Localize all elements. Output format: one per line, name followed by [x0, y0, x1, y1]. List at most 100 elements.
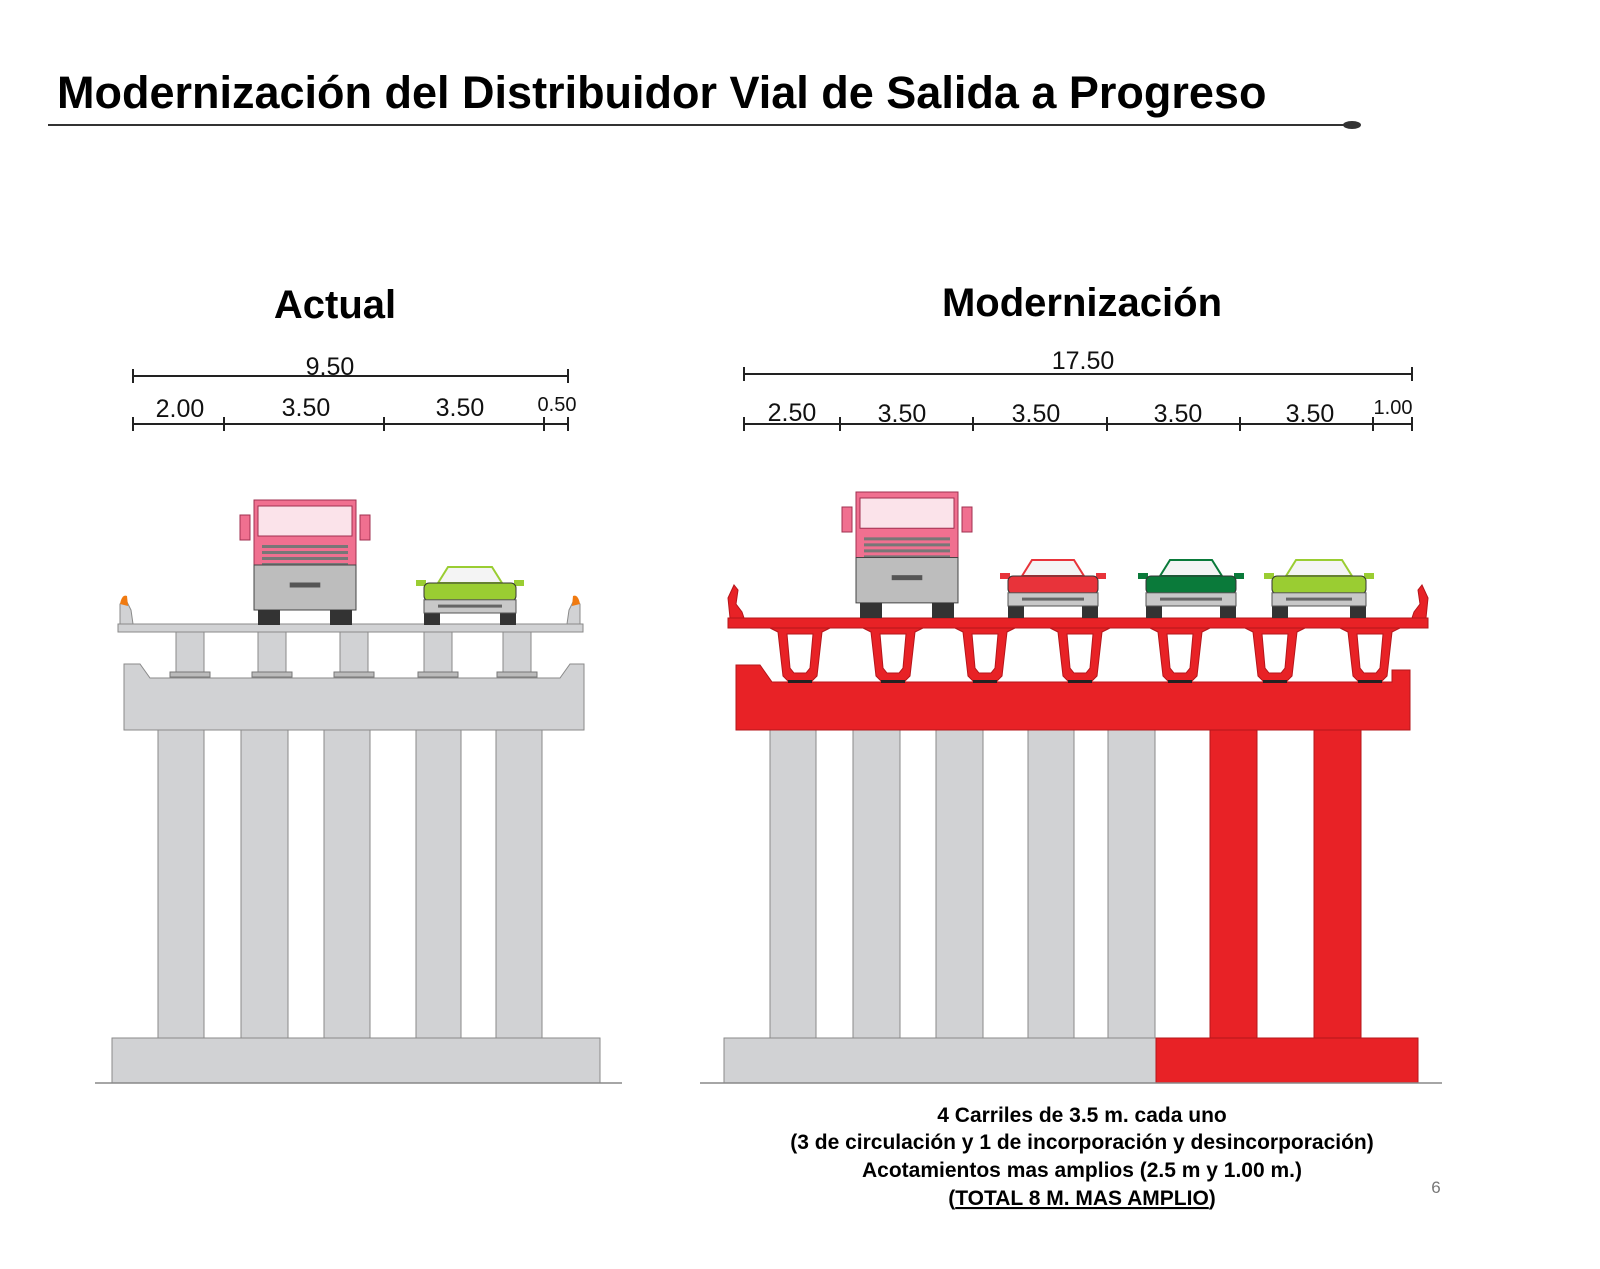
grille-bar: [262, 545, 348, 548]
grille-bar: [262, 557, 348, 560]
car-icon: [1264, 559, 1374, 618]
total-wider-label: TOTAL 8 M. MAS AMPLIO: [955, 1187, 1209, 1210]
bearing-pad: [1358, 680, 1382, 683]
bumper-grille: [1022, 597, 1084, 601]
footing: [111, 1037, 601, 1084]
mirror: [416, 580, 426, 586]
hood: [423, 582, 517, 602]
box-girder-void: [786, 633, 814, 674]
warning-light-right: [572, 595, 580, 606]
bumper: [253, 564, 357, 611]
grille-bar: [864, 543, 950, 547]
hood: [1007, 575, 1099, 595]
mirror-right: [359, 514, 371, 541]
modernizacion-segment-label: 3.50: [878, 400, 927, 428]
actual-segment-label: 3.50: [436, 394, 485, 422]
deck-slab: [117, 623, 584, 633]
girders: [169, 631, 538, 678]
box-girder-void: [879, 633, 907, 674]
caption-line: 4 Carriles de 3.5 m. cada uno: [937, 1104, 1226, 1127]
paren-close: ): [1209, 1187, 1216, 1210]
bumper-grille: [1286, 597, 1352, 601]
windshield: [859, 497, 955, 529]
mirror: [514, 580, 524, 586]
wheel: [932, 602, 954, 618]
bumper-grille: [289, 582, 321, 588]
mirror-right: [961, 506, 973, 533]
bearing-pad: [881, 680, 905, 683]
caption: 4 Carriles de 3.5 m. cada uno (3 de circ…: [790, 1104, 1374, 1210]
box-girder-void: [1066, 633, 1094, 674]
actual-segment-label: 3.50: [282, 394, 331, 422]
box-girder-void: [1166, 633, 1194, 674]
bumper-grille: [1160, 597, 1222, 601]
bearing-pad: [1068, 680, 1092, 683]
modernizacion-segment-dimensions: 2.50 3.50 3.50 3.50 3.50 1.00: [743, 397, 1413, 431]
windshield: [257, 505, 353, 537]
bearing-pad: [973, 680, 997, 683]
columns-existing: [769, 729, 1156, 1039]
box-girder-void: [971, 633, 999, 674]
windshield: [1284, 559, 1354, 577]
caption-line: Acotamientos mas amplios (2.5 m y 1.00 m…: [862, 1159, 1302, 1182]
slide-title: Modernización del Distribuidor Vial de S…: [57, 67, 1266, 118]
bumper-grille: [438, 604, 502, 608]
caption-line: (3 de circulación y 1 de incorporación y…: [790, 1131, 1374, 1154]
grille-bar: [262, 551, 348, 554]
modernizacion-bridge-section: [700, 491, 1442, 1084]
cap-beam-new: [735, 664, 1411, 731]
windshield: [1020, 559, 1086, 577]
modernizacion-segment-label: 3.50: [1154, 400, 1203, 428]
modernizacion-segment-label: 3.50: [1286, 400, 1335, 428]
columns: [157, 729, 543, 1039]
warning-light-left: [120, 595, 128, 606]
hood: [1145, 575, 1237, 595]
car-icon: [1000, 559, 1106, 618]
footing-new: [1155, 1037, 1419, 1084]
page-number: 6: [1431, 1178, 1440, 1197]
windshield: [1158, 559, 1224, 577]
hood: [1271, 575, 1367, 595]
barrier-left: [727, 584, 745, 619]
modernizacion-segment-label: 3.50: [1012, 400, 1061, 428]
mirror: [1264, 573, 1274, 579]
actual-total-dimension: 9.50: [132, 353, 569, 383]
columns-new: [1209, 729, 1362, 1039]
bearing-pad: [1168, 680, 1192, 683]
footing-existing: [723, 1037, 1157, 1084]
bumper: [855, 557, 959, 604]
mirror-left: [239, 514, 251, 541]
actual-total-label: 9.50: [306, 353, 355, 381]
actual-segment-label: 0.50: [538, 394, 577, 416]
modernizacion-total-label: 17.50: [1052, 347, 1115, 375]
modernizacion-heading: Modernización: [942, 281, 1222, 325]
actual-heading: Actual: [274, 283, 396, 327]
box-girder-void: [1356, 633, 1384, 674]
bearing-pad: [1263, 680, 1287, 683]
grille-bar: [864, 555, 950, 559]
box-girder-void: [1261, 633, 1289, 674]
bearing-pad: [788, 680, 812, 683]
modernizacion-segment-label: 1.00: [1374, 397, 1413, 419]
mirror: [1000, 573, 1010, 579]
car-icon: [1138, 559, 1244, 618]
car-icon: [416, 566, 524, 625]
barrier-right: [1411, 584, 1429, 619]
windshield: [436, 566, 504, 584]
mirror: [1364, 573, 1374, 579]
modernizacion-total-dimension: 17.50: [743, 347, 1413, 381]
title-underline: [48, 121, 1361, 129]
deck-slab-new: [727, 617, 1429, 629]
wheel: [330, 610, 352, 625]
mirror: [1096, 573, 1106, 579]
paren-open: (: [948, 1187, 955, 1210]
mirror-left: [841, 506, 853, 533]
box-girders: [769, 627, 1401, 683]
actual-segment-dimensions: 2.00 3.50 3.50 0.50: [132, 394, 577, 431]
wheel: [258, 610, 280, 625]
bumper-grille: [891, 575, 923, 581]
modernizacion-segment-label: 2.50: [768, 399, 817, 427]
actual-bridge-section: [95, 499, 622, 1084]
caption-total: (TOTAL 8 M. MAS AMPLIO): [948, 1187, 1216, 1210]
